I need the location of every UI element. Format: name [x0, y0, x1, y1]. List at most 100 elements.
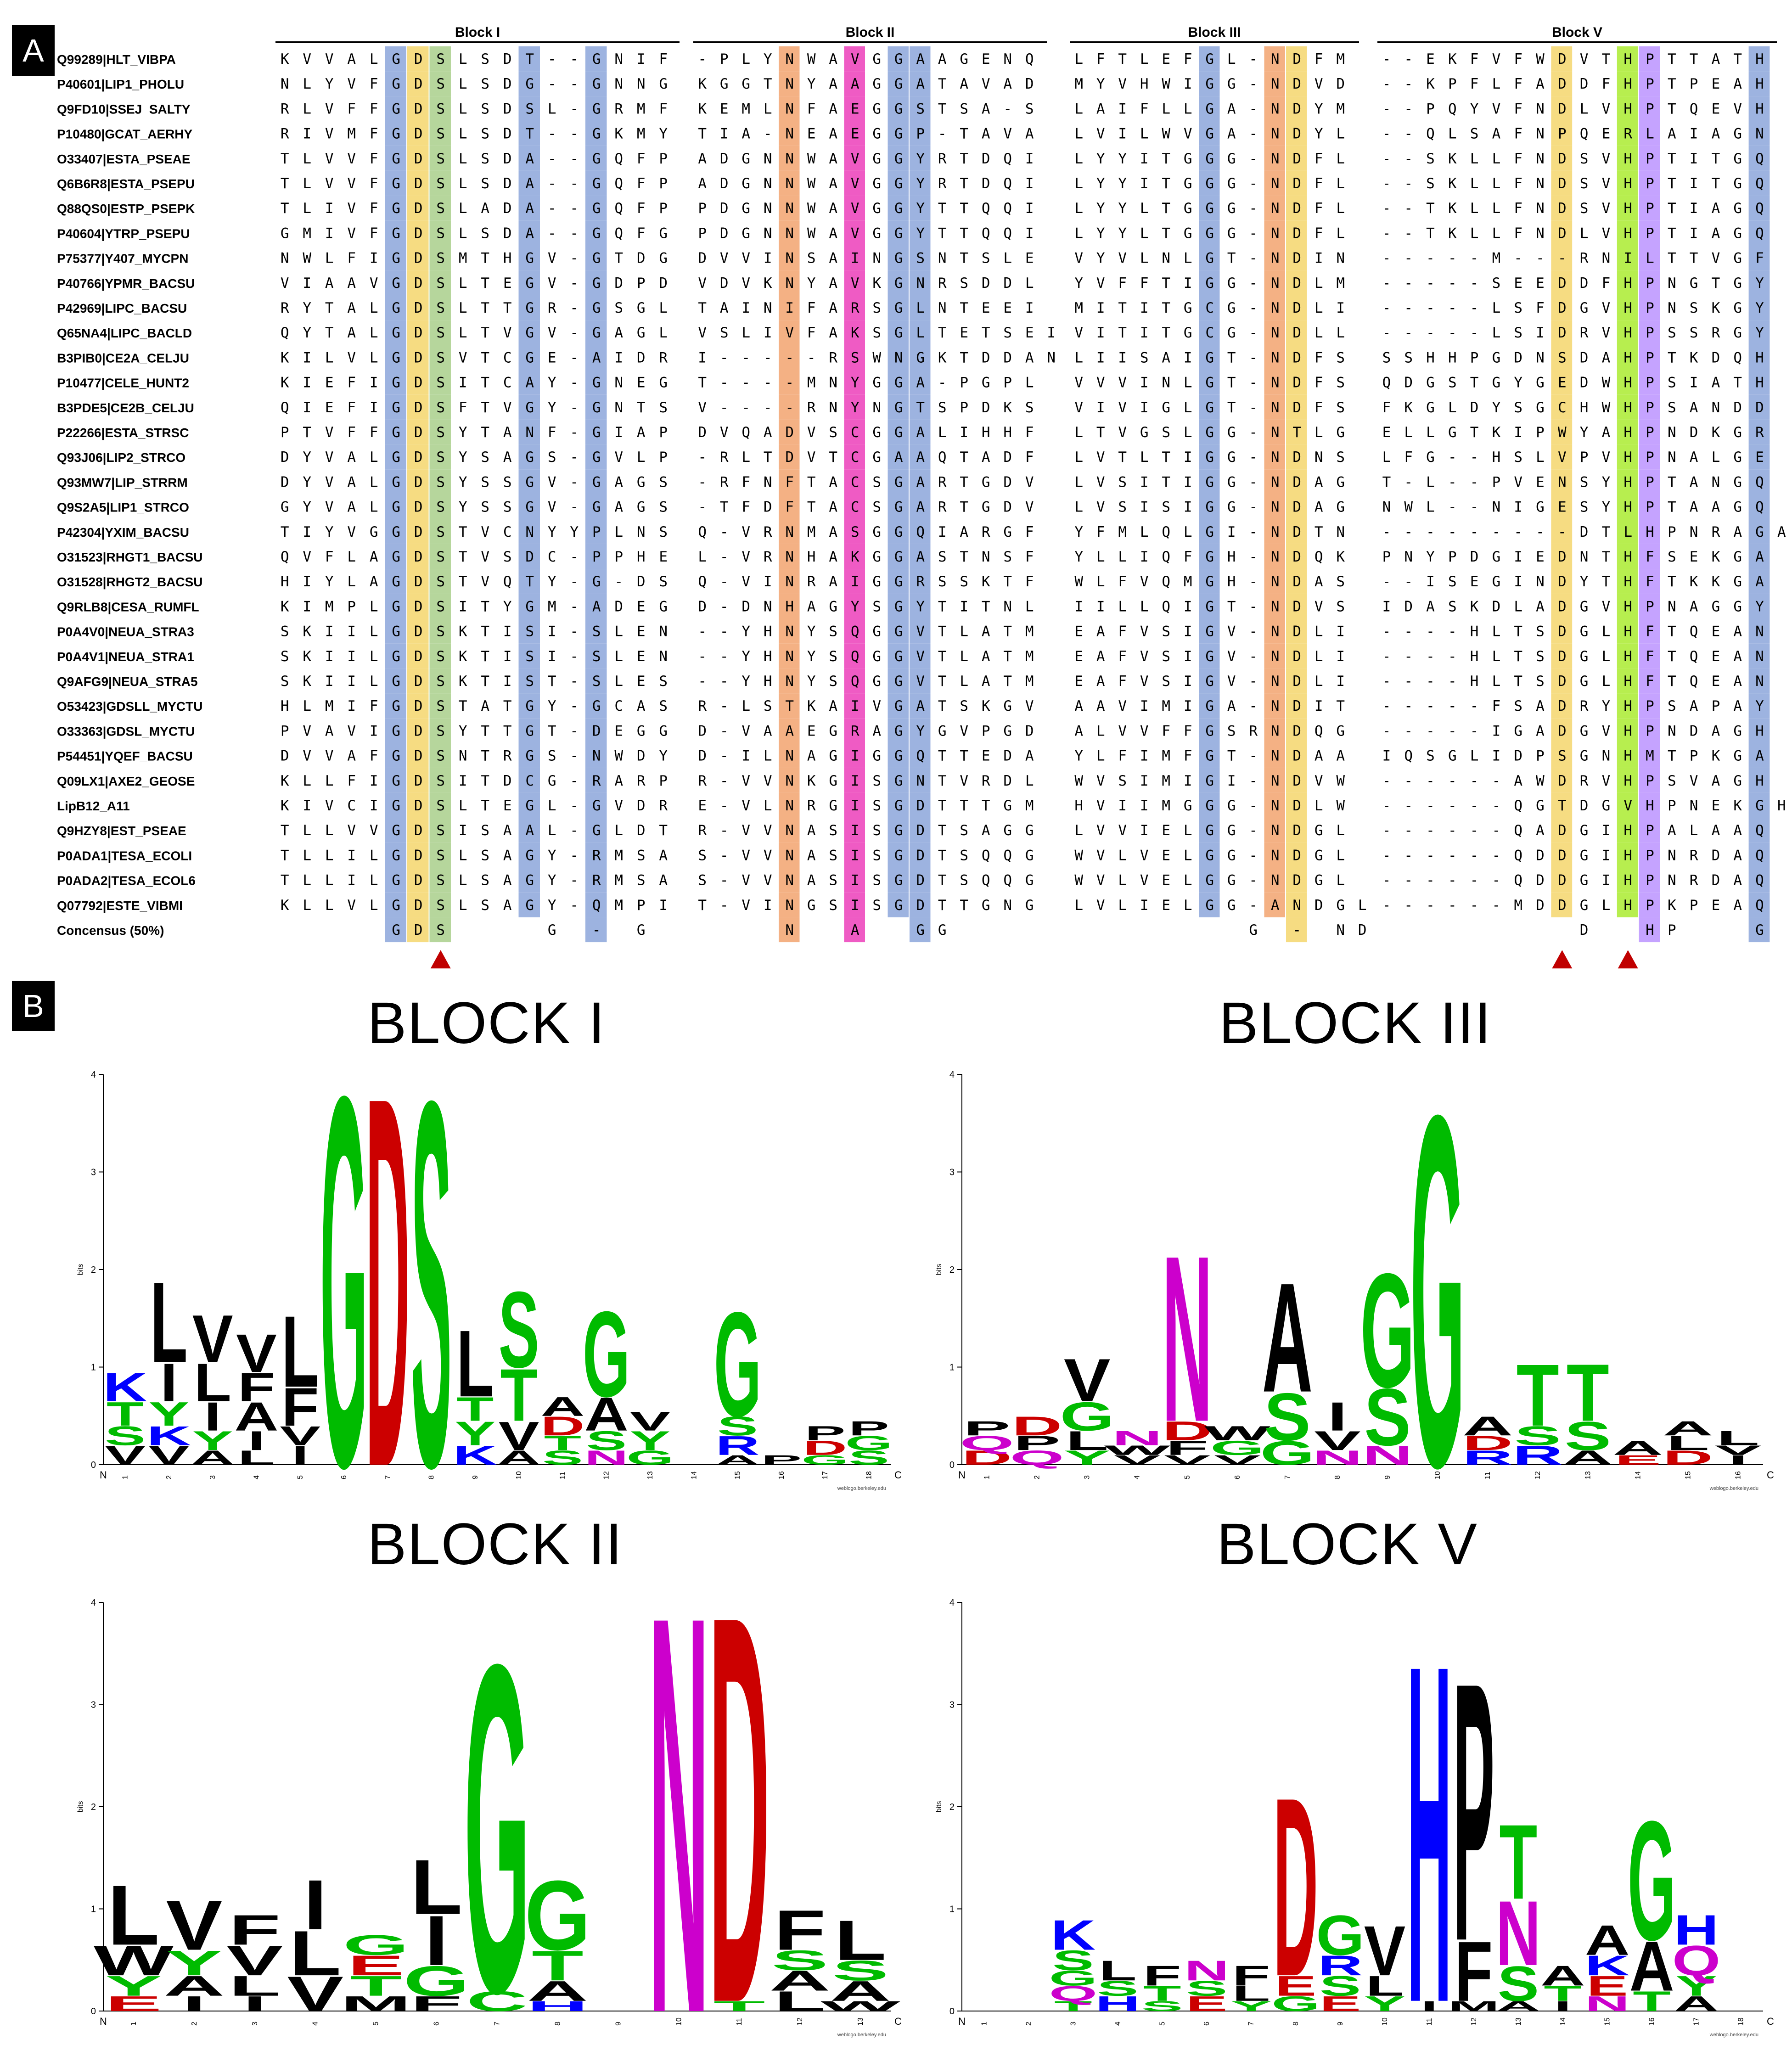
- residue: D: [1712, 872, 1720, 889]
- residue: T: [1668, 151, 1676, 167]
- residue-highlight: [407, 295, 429, 320]
- residue: W: [872, 349, 881, 366]
- residue: I: [1140, 325, 1149, 341]
- residue: G: [916, 922, 925, 938]
- residue: K: [1470, 598, 1479, 615]
- residue: G: [1580, 648, 1589, 665]
- residue-highlight: [888, 419, 909, 445]
- residue: W: [807, 225, 816, 242]
- residue: P: [1536, 748, 1545, 764]
- logo-letter: A: [1674, 1992, 1719, 2016]
- sequence-id: P10480|GCAT_AERHY: [57, 127, 193, 141]
- residue: T: [1690, 51, 1698, 67]
- residue: G: [1205, 399, 1214, 416]
- residue: G: [1184, 175, 1192, 192]
- residue: I: [1140, 151, 1149, 167]
- logo-letter: R: [715, 1430, 759, 1461]
- residue: Y: [1118, 225, 1127, 242]
- residue: A: [1668, 126, 1676, 142]
- residue-highlight: [1286, 818, 1307, 843]
- residue: I: [370, 399, 378, 416]
- residue: Q: [614, 200, 623, 217]
- residue: V: [325, 449, 334, 466]
- logo-y-tick-label: 4: [949, 1070, 955, 1080]
- sequence-id: Q88QS0|ESTP_PSEPK: [57, 202, 195, 216]
- residue: N: [785, 573, 794, 590]
- residue: A: [829, 325, 837, 341]
- residue: S: [281, 673, 289, 690]
- residue: D: [1292, 474, 1301, 490]
- residue: S: [1558, 349, 1567, 366]
- logo-letter: D: [1663, 1446, 1713, 1469]
- residue: Q: [1404, 748, 1413, 764]
- residue-highlight: [1617, 569, 1638, 594]
- residue: S: [1668, 549, 1676, 565]
- residue: T: [1162, 175, 1170, 192]
- residue: A: [614, 474, 623, 490]
- residue: G: [872, 225, 881, 242]
- residue: I: [1140, 175, 1149, 192]
- residue: S: [1536, 673, 1545, 690]
- residue: P: [1646, 399, 1654, 416]
- residue: V: [1602, 325, 1611, 341]
- logo-letter: N: [1362, 1440, 1413, 1471]
- residue: T: [960, 300, 968, 316]
- residue: P: [592, 549, 601, 565]
- residue: F: [1140, 101, 1149, 117]
- residue: F: [1025, 449, 1034, 466]
- residue: L: [548, 101, 556, 117]
- logo-position-label: 9: [472, 1475, 479, 1479]
- residue: A: [829, 275, 837, 292]
- residue-highlight: [779, 544, 800, 569]
- residue: N: [1382, 499, 1391, 516]
- residue: L: [325, 773, 334, 789]
- residue: D: [637, 573, 646, 590]
- residue-highlight: [1551, 618, 1573, 644]
- residue: Q: [982, 847, 990, 864]
- logo-letter: W: [1204, 1422, 1270, 1445]
- residue: T: [1227, 250, 1236, 267]
- logo-position-label: 8: [428, 1475, 436, 1479]
- residue: Y: [548, 698, 556, 714]
- residue: G: [592, 101, 601, 117]
- residue: -: [1249, 673, 1258, 690]
- residue-highlight: [1199, 96, 1220, 121]
- residue: S: [1404, 349, 1413, 366]
- residue: L: [459, 872, 467, 889]
- residue: V: [742, 773, 750, 789]
- residue: V: [548, 275, 556, 292]
- residue: D: [1292, 275, 1301, 292]
- residue: T: [548, 723, 556, 739]
- residue-highlight: [1286, 170, 1307, 196]
- residue: D: [414, 773, 423, 789]
- residue: Y: [851, 399, 859, 416]
- residue-highlight: [1617, 370, 1638, 395]
- residue: L: [325, 349, 334, 366]
- residue: D: [1558, 76, 1567, 92]
- residue: L: [303, 76, 311, 92]
- residue: I: [303, 375, 311, 391]
- residue: L: [1602, 624, 1611, 640]
- residue: H: [1623, 773, 1632, 789]
- residue-highlight: [1639, 96, 1660, 121]
- residue: H: [1003, 424, 1012, 441]
- residue: G: [548, 773, 556, 789]
- residue: -: [570, 126, 579, 142]
- residue-highlight: [1748, 843, 1770, 868]
- logo-position-label: 5: [372, 2022, 380, 2026]
- residue: S: [960, 822, 968, 839]
- residue: -: [720, 598, 729, 615]
- residue: G: [1003, 798, 1012, 814]
- residue: N: [785, 76, 794, 92]
- residue-highlight: [844, 867, 865, 893]
- residue: -: [1470, 474, 1479, 490]
- residue: L: [1140, 126, 1149, 142]
- residue-highlight: [385, 618, 406, 644]
- residue: -: [1249, 598, 1258, 615]
- residue: V: [1690, 773, 1698, 789]
- residue: T: [764, 449, 772, 466]
- residue: K: [1690, 349, 1698, 366]
- residue: N: [637, 76, 646, 92]
- residue: W: [1336, 773, 1345, 789]
